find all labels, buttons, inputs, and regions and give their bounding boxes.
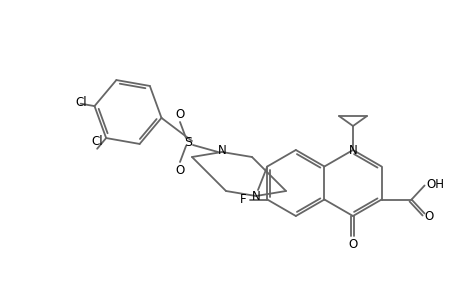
Text: N: N [348, 143, 357, 157]
Text: O: O [175, 107, 184, 121]
Text: O: O [347, 238, 357, 251]
Text: N: N [251, 190, 260, 203]
Text: OH: OH [425, 178, 443, 191]
Text: O: O [175, 164, 184, 176]
Text: O: O [423, 210, 432, 223]
Text: F: F [240, 193, 246, 206]
Text: Cl: Cl [75, 96, 86, 109]
Text: S: S [184, 136, 191, 148]
Text: Cl: Cl [91, 135, 103, 148]
Text: N: N [217, 145, 226, 158]
